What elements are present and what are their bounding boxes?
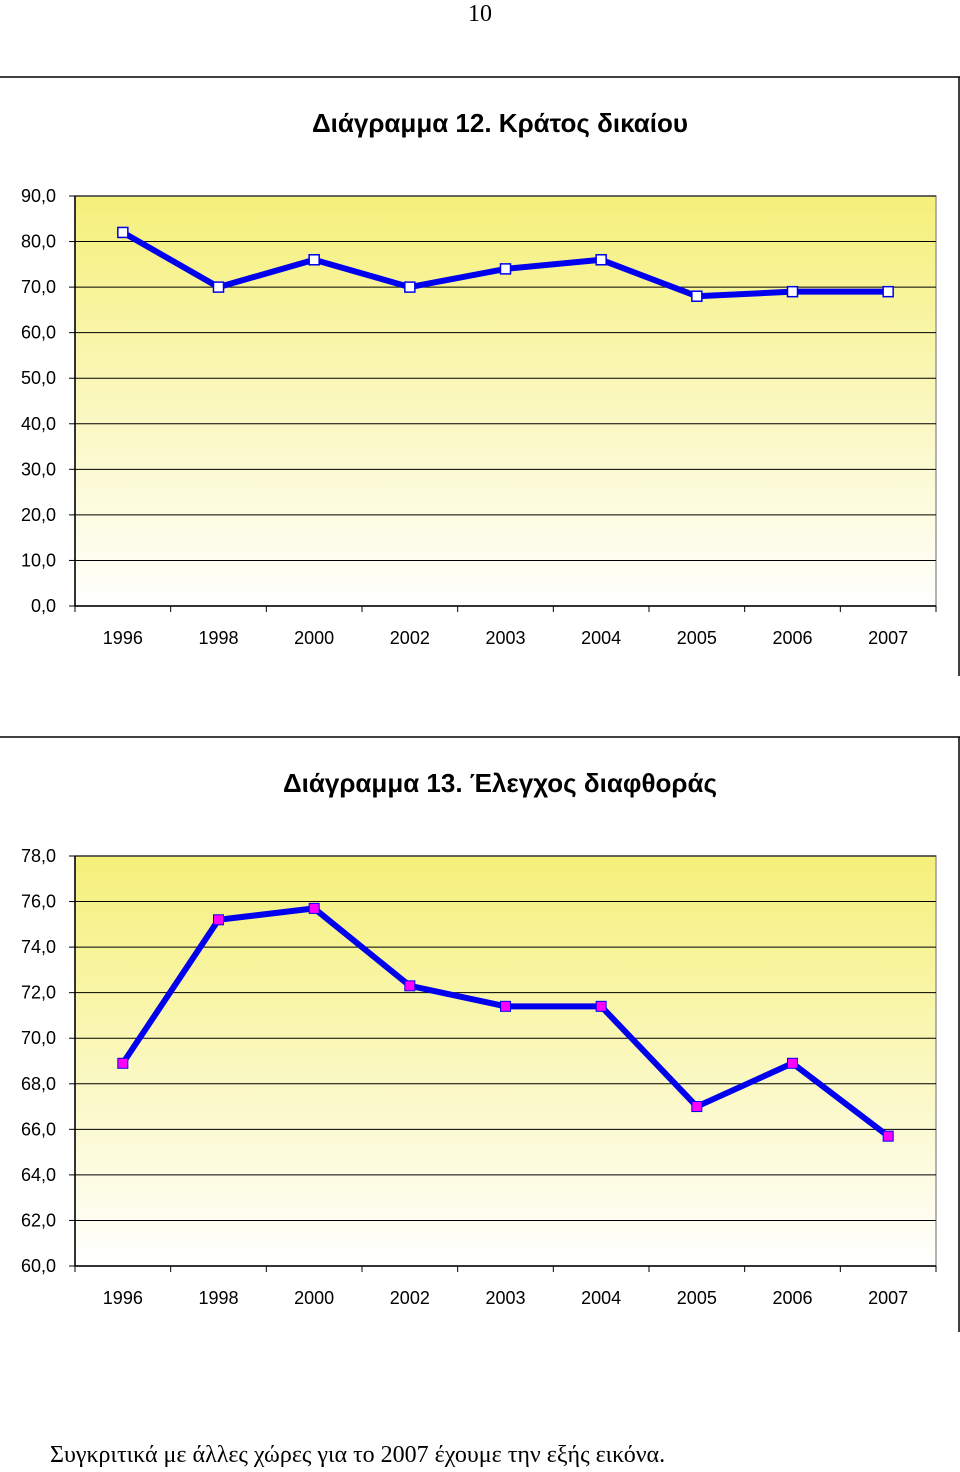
x-tick-label: 2003 [485,1288,525,1308]
data-point [595,1000,607,1012]
y-tick-label: 60,0 [21,323,56,343]
data-point [308,902,320,914]
data-point [882,285,894,298]
data-point [212,281,225,293]
y-tick-label: 70,0 [21,1028,56,1048]
y-tick-label: 78,0 [21,846,56,866]
y-tick-label: 50,0 [21,368,56,388]
x-tick-label: 1998 [198,1288,238,1308]
data-point [691,290,703,302]
x-tick-label: 2004 [581,1288,621,1308]
data-point [499,263,512,275]
y-tick-label: 62,0 [21,1210,56,1230]
data-point [213,914,224,926]
x-tick-label: 2004 [581,628,621,648]
data-point [308,254,320,266]
chart-title: Διάγραμμα 13. Έλεγχος διαφθοράς [283,768,717,798]
y-tick-label: 72,0 [21,983,56,1003]
chart-title: Διάγραμμα 12. Κράτος δικαίου [312,108,688,138]
data-point [882,1130,894,1142]
y-tick-label: 70,0 [21,277,56,297]
y-tick-label: 10,0 [21,550,56,570]
x-tick-label: 2005 [677,1288,717,1308]
y-tick-label: 90,0 [21,186,56,206]
y-tick-label: 40,0 [21,414,56,434]
plot-area [74,855,937,1267]
x-tick-label: 2006 [772,1288,812,1308]
y-tick-label: 64,0 [21,1165,56,1185]
y-tick-label: 66,0 [21,1119,56,1139]
y-tick-label: 20,0 [21,505,56,525]
data-point [500,1000,511,1012]
x-tick-label: 1998 [198,628,238,648]
x-tick-label: 2000 [294,628,334,648]
x-tick-label: 2000 [294,1288,334,1308]
x-tick-label: 2002 [390,1288,430,1308]
chart-svg: Διάγραμμα 12. Κράτος δικαίου 0,0 10,0 20,0 3… [0,76,960,676]
x-tick-label: 2002 [390,628,430,648]
caption-text: Συγκριτικά με άλλες χώρες για το 2007 έχ… [50,1442,666,1468]
x-tick-label: 1996 [103,1288,143,1308]
data-point [404,980,416,992]
x-tick-label: 1996 [103,628,143,648]
x-tick-label: 2007 [868,628,908,648]
chart-svg: Διάγραμμα 13. Έλεγχος διαφθοράς 60,0 62,0 6… [0,736,960,1332]
y-tick-label: 74,0 [21,937,56,957]
data-point [786,285,799,298]
data-point [595,254,607,266]
y-tick-label: 76,0 [21,892,56,912]
data-point [117,226,129,239]
data-point [117,1057,129,1069]
page-number: 10 [468,1,492,27]
y-tick-label: 0,0 [31,596,56,616]
data-point [787,1057,798,1069]
chart-rule-of-law: Διάγραμμα 12. Κράτος δικαίου 0,0 10,0 20,0 3… [0,76,960,676]
y-tick-label: 80,0 [21,232,56,252]
x-tick-label: 2005 [677,628,717,648]
y-tick-label: 68,0 [21,1074,56,1094]
y-tick-label: 60,0 [21,1256,56,1276]
x-tick-label: 2007 [868,1288,908,1308]
chart-corruption-control: Διάγραμμα 13. Έλεγχος διαφθοράς 60,0 62,0 6… [0,736,960,1332]
data-point [404,281,416,293]
x-tick-label: 2006 [772,628,812,648]
x-tick-label: 2003 [485,628,525,648]
data-point [691,1101,703,1113]
plot-area [74,195,937,607]
y-tick-label: 30,0 [21,459,56,479]
